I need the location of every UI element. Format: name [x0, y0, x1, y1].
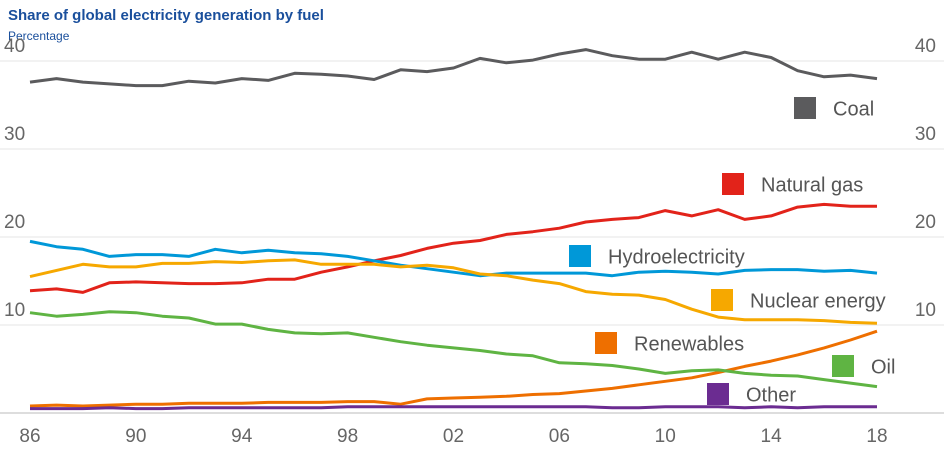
legend-swatch — [794, 97, 816, 119]
x-tick-label: 10 — [655, 426, 676, 447]
x-tick-label: 94 — [231, 426, 253, 447]
legend-label: Nuclear energy — [750, 290, 886, 312]
y-tick-label: 30 — [4, 124, 25, 145]
series-line — [29, 48, 878, 88]
legend-label: Oil — [871, 356, 895, 378]
y-tick-label: 10 — [4, 300, 25, 321]
x-tick-label: 14 — [761, 426, 783, 447]
x-tick-label: 06 — [549, 426, 570, 447]
legend-swatch — [722, 173, 744, 195]
legend-label: Other — [746, 384, 796, 406]
legend-label: Natural gas — [761, 174, 863, 196]
y-tick-label-right: 10 — [915, 300, 936, 321]
y-tick-label-right: 40 — [915, 36, 936, 57]
legend-swatch — [711, 289, 733, 311]
legend-label: Renewables — [634, 333, 744, 355]
y-tick-label: 40 — [4, 36, 25, 57]
series-line — [29, 329, 878, 408]
chart-subtitle: Percentage — [8, 29, 70, 43]
series-line — [29, 239, 878, 278]
y-tick-label-right: 20 — [915, 212, 936, 233]
legend-label: Hydroelectricity — [608, 246, 745, 268]
series-line — [29, 258, 878, 325]
legend-swatch — [707, 383, 729, 405]
series-line — [30, 405, 877, 411]
series-line — [29, 202, 877, 294]
chart-title: Share of global electricity generation b… — [8, 7, 324, 24]
y-tick-label: 20 — [4, 212, 25, 233]
legend-swatch — [595, 332, 617, 354]
legend-swatch — [569, 245, 591, 267]
series-line — [29, 310, 878, 389]
x-tick-label: 18 — [866, 426, 887, 447]
x-tick-label: 98 — [337, 426, 358, 447]
legend-swatch — [832, 355, 854, 377]
y-tick-label-right: 30 — [915, 124, 936, 145]
x-tick-label: 86 — [19, 426, 40, 447]
legend-label: Coal — [833, 98, 874, 120]
x-tick-label: 02 — [443, 426, 464, 447]
x-tick-label: 90 — [125, 426, 146, 447]
